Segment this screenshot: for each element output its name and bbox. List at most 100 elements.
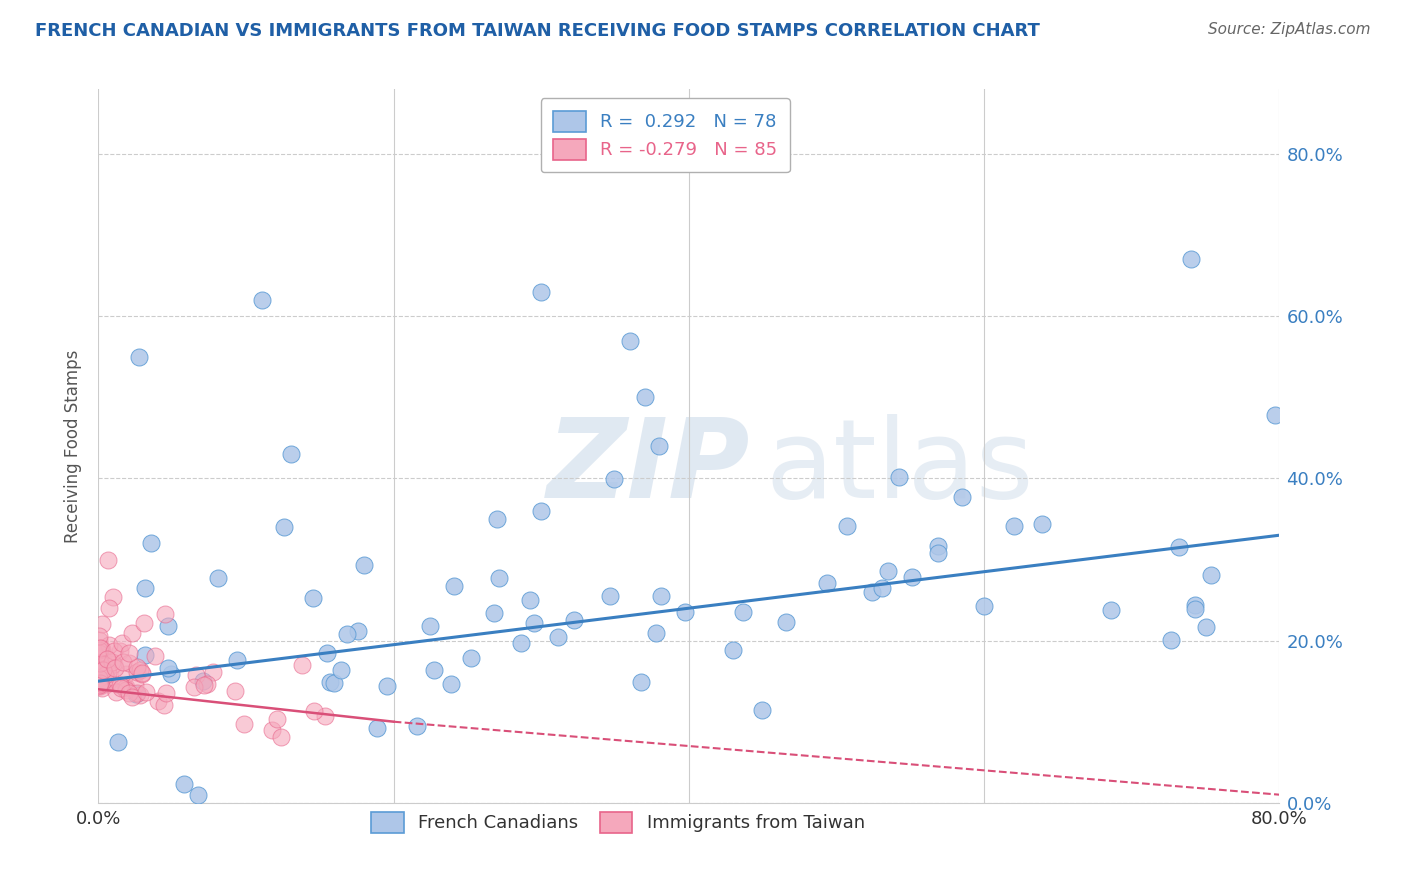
Point [645,626,668,640]
Point [183,681,205,695]
Point [602,472,624,486]
Point [346,624,368,639]
Point [366,721,388,735]
Point [89,676,111,690]
Point [336,627,359,641]
Point [118,686,141,700]
Point [128,350,150,364]
Point [93,650,115,665]
Point [91,617,114,632]
Point [406,719,429,733]
Point [91,645,114,659]
Point [125,660,148,674]
Point [89,643,111,657]
Point [97,601,120,615]
Point [266,712,288,726]
Point [1184,602,1206,616]
Point [630,674,652,689]
Point [860,585,883,599]
Point [723,643,745,657]
Point [87,629,110,643]
Point [153,607,176,621]
Point [314,709,336,723]
Point [121,690,143,705]
Point [1002,518,1025,533]
Point [128,663,150,677]
Point [124,687,146,701]
Point [273,520,295,534]
Point [270,730,292,744]
Point [135,684,157,698]
Point [422,663,444,677]
Point [195,677,218,691]
Point [252,293,274,307]
Point [97,552,120,566]
Point [927,540,949,554]
Point [153,698,176,712]
Point [1264,408,1286,422]
Legend: French Canadians, Immigrants from Taiwan: French Canadians, Immigrants from Taiwan [360,801,876,844]
Point [291,658,314,673]
Point [733,606,755,620]
Point [97,674,120,689]
Point [302,704,325,718]
Point [96,677,118,691]
Point [562,613,585,627]
Point [547,630,569,644]
Point [650,589,672,603]
Point [131,667,153,681]
Point [870,581,893,595]
Point [125,665,148,680]
Point [104,661,127,675]
Point [486,512,509,526]
Point [87,677,110,691]
Point [648,439,671,453]
Point [108,678,131,692]
Point [91,662,114,676]
Point [225,652,247,666]
Point [950,490,973,504]
Point [146,694,169,708]
Point [96,662,118,676]
Point [1201,568,1223,582]
Point [673,605,696,619]
Point [280,447,302,461]
Point [87,646,110,660]
Point [114,666,136,681]
Point [108,644,131,658]
Point [89,665,111,679]
Point [619,334,641,348]
Point [530,504,553,518]
Point [488,571,510,585]
Point [157,660,180,674]
Point [187,788,209,802]
Point [97,665,120,679]
Point [127,686,149,700]
Point [1180,252,1202,267]
Point [90,641,112,656]
Point [523,615,546,630]
Point [114,681,136,696]
Point [443,579,465,593]
Point [353,558,375,573]
Point [1168,540,1191,554]
Point [316,646,339,660]
Point [751,703,773,717]
Point [530,285,553,299]
Point [775,615,797,629]
Point [482,606,505,620]
Point [143,649,166,664]
Point [193,673,215,688]
Point [815,576,838,591]
Point [87,632,110,647]
Point [121,626,143,640]
Point [97,639,120,653]
Point [94,657,117,672]
Text: atlas: atlas [766,414,1035,521]
Point [97,667,120,681]
Point [104,684,127,698]
Point [90,671,112,685]
Point [90,681,112,695]
Point [111,655,134,669]
Point [103,591,125,605]
